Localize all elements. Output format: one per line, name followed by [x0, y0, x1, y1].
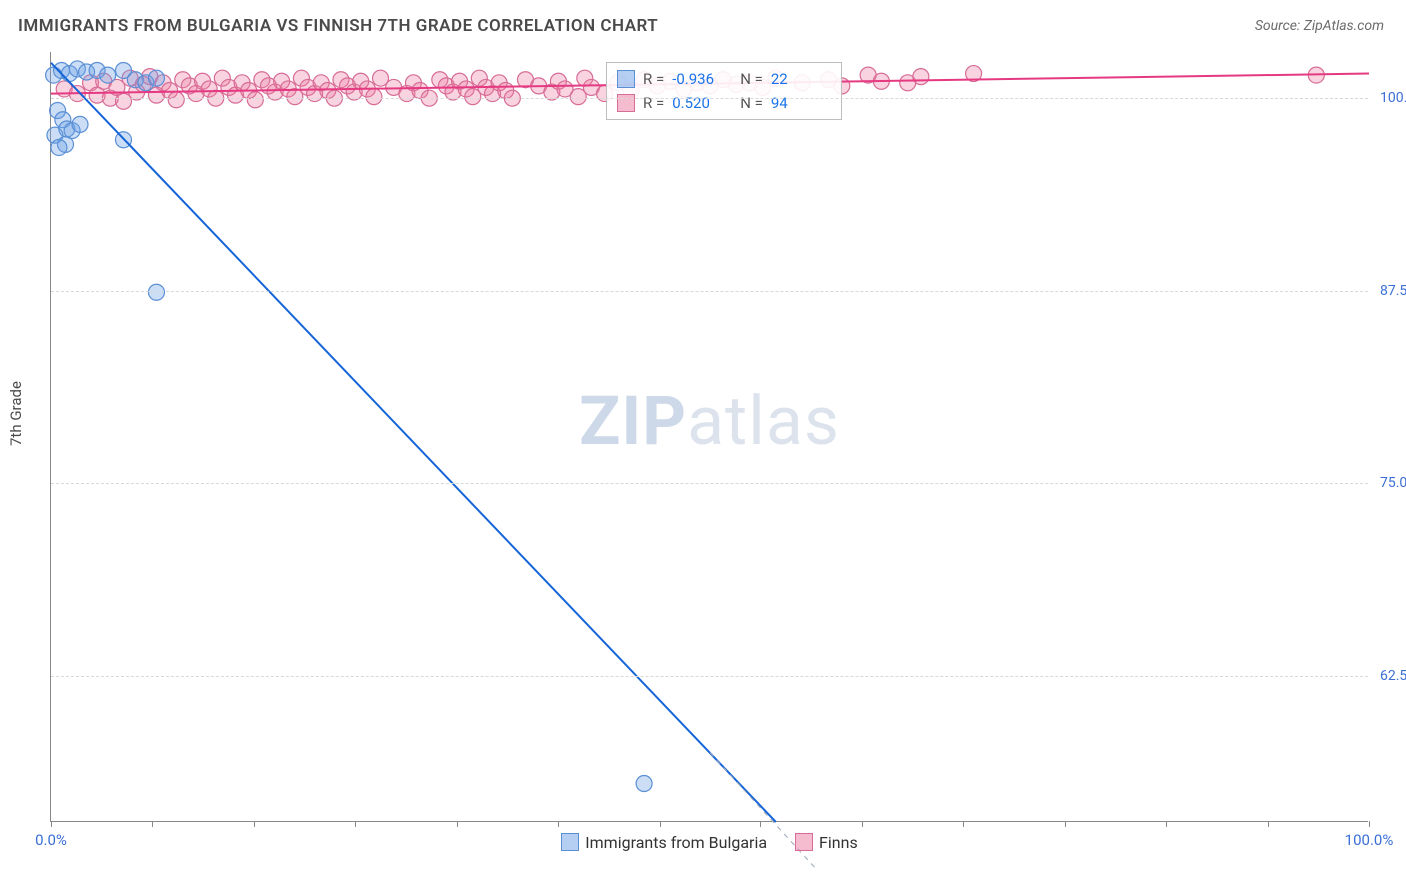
y-tick-label: 75.0% [1372, 475, 1406, 491]
plot-area: ZIPatlas R =-0.936N =22R =0.520N =94 Imm… [50, 52, 1368, 822]
legend-r-value: -0.936 [672, 70, 732, 88]
legend-label: Finns [819, 833, 858, 852]
gridline-h [51, 291, 1368, 292]
x-tick-label: 0.0% [35, 831, 67, 849]
legend-item: Immigrants from Bulgaria [561, 833, 767, 852]
legend-label: Immigrants from Bulgaria [585, 833, 767, 852]
data-point [366, 89, 382, 105]
data-point [100, 67, 116, 83]
x-tick [760, 821, 761, 827]
gridline-h [51, 483, 1368, 484]
x-tick [1369, 821, 1370, 827]
data-point [51, 139, 67, 155]
y-tick-label: 100.0% [1372, 90, 1406, 106]
data-point [636, 776, 652, 792]
source-label: Source: [1255, 18, 1304, 34]
x-tick [1065, 821, 1066, 827]
x-tick [558, 821, 559, 827]
chart-title: IMMIGRANTS FROM BULGARIA VS FINNISH 7TH … [18, 16, 658, 36]
legend-correlation-row: R = 0.520 N = 94 [617, 91, 831, 115]
legend-n-value: 94 [771, 94, 831, 112]
x-tick [1268, 821, 1269, 827]
data-point [247, 92, 263, 108]
legend-r-label: R = [643, 94, 664, 112]
legend-swatch [617, 70, 635, 88]
y-tick-label: 87.5% [1372, 283, 1406, 299]
data-point [913, 69, 929, 85]
data-point [72, 116, 88, 132]
source-attribution: Source: ZipAtlas.com [1255, 18, 1384, 34]
x-tick [51, 821, 52, 827]
legend-r-label: R = [643, 70, 664, 88]
legend-swatch [561, 833, 579, 851]
x-tick [355, 821, 356, 827]
gridline-h [51, 98, 1368, 99]
data-point [168, 92, 184, 108]
x-tick [862, 821, 863, 827]
x-tick [254, 821, 255, 827]
y-tick-label: 62.5% [1372, 668, 1406, 684]
legend-r-value: 0.520 [672, 94, 732, 112]
x-tick [660, 821, 661, 827]
legend-bottom: Immigrants from Bulgaria Finns [51, 833, 1368, 856]
regression-line [51, 63, 776, 822]
data-point [148, 70, 164, 86]
legend-n-label: N = [740, 94, 763, 112]
x-tick [457, 821, 458, 827]
legend-n-label: N = [740, 70, 763, 88]
source-value: ZipAtlas.com [1304, 18, 1384, 34]
legend-correlation-row: R = -0.936 N = 22 [617, 67, 831, 91]
x-tick-label: 100.0% [1345, 831, 1394, 849]
x-tick [152, 821, 153, 827]
chart-container: IMMIGRANTS FROM BULGARIA VS FINNISH 7TH … [0, 0, 1406, 892]
x-tick [963, 821, 964, 827]
legend-n-value: 22 [771, 70, 831, 88]
x-tick [1166, 821, 1167, 827]
legend-swatch [795, 833, 813, 851]
y-axis-title: 7th Grade [7, 381, 25, 446]
legend-item: Finns [795, 833, 858, 852]
legend-swatch [617, 94, 635, 112]
chart-svg [51, 52, 1368, 821]
data-point [148, 284, 164, 300]
legend-correlation-box: R = -0.936 N = 22 R = 0.520 N = 94 [606, 62, 842, 120]
gridline-h [51, 676, 1368, 677]
